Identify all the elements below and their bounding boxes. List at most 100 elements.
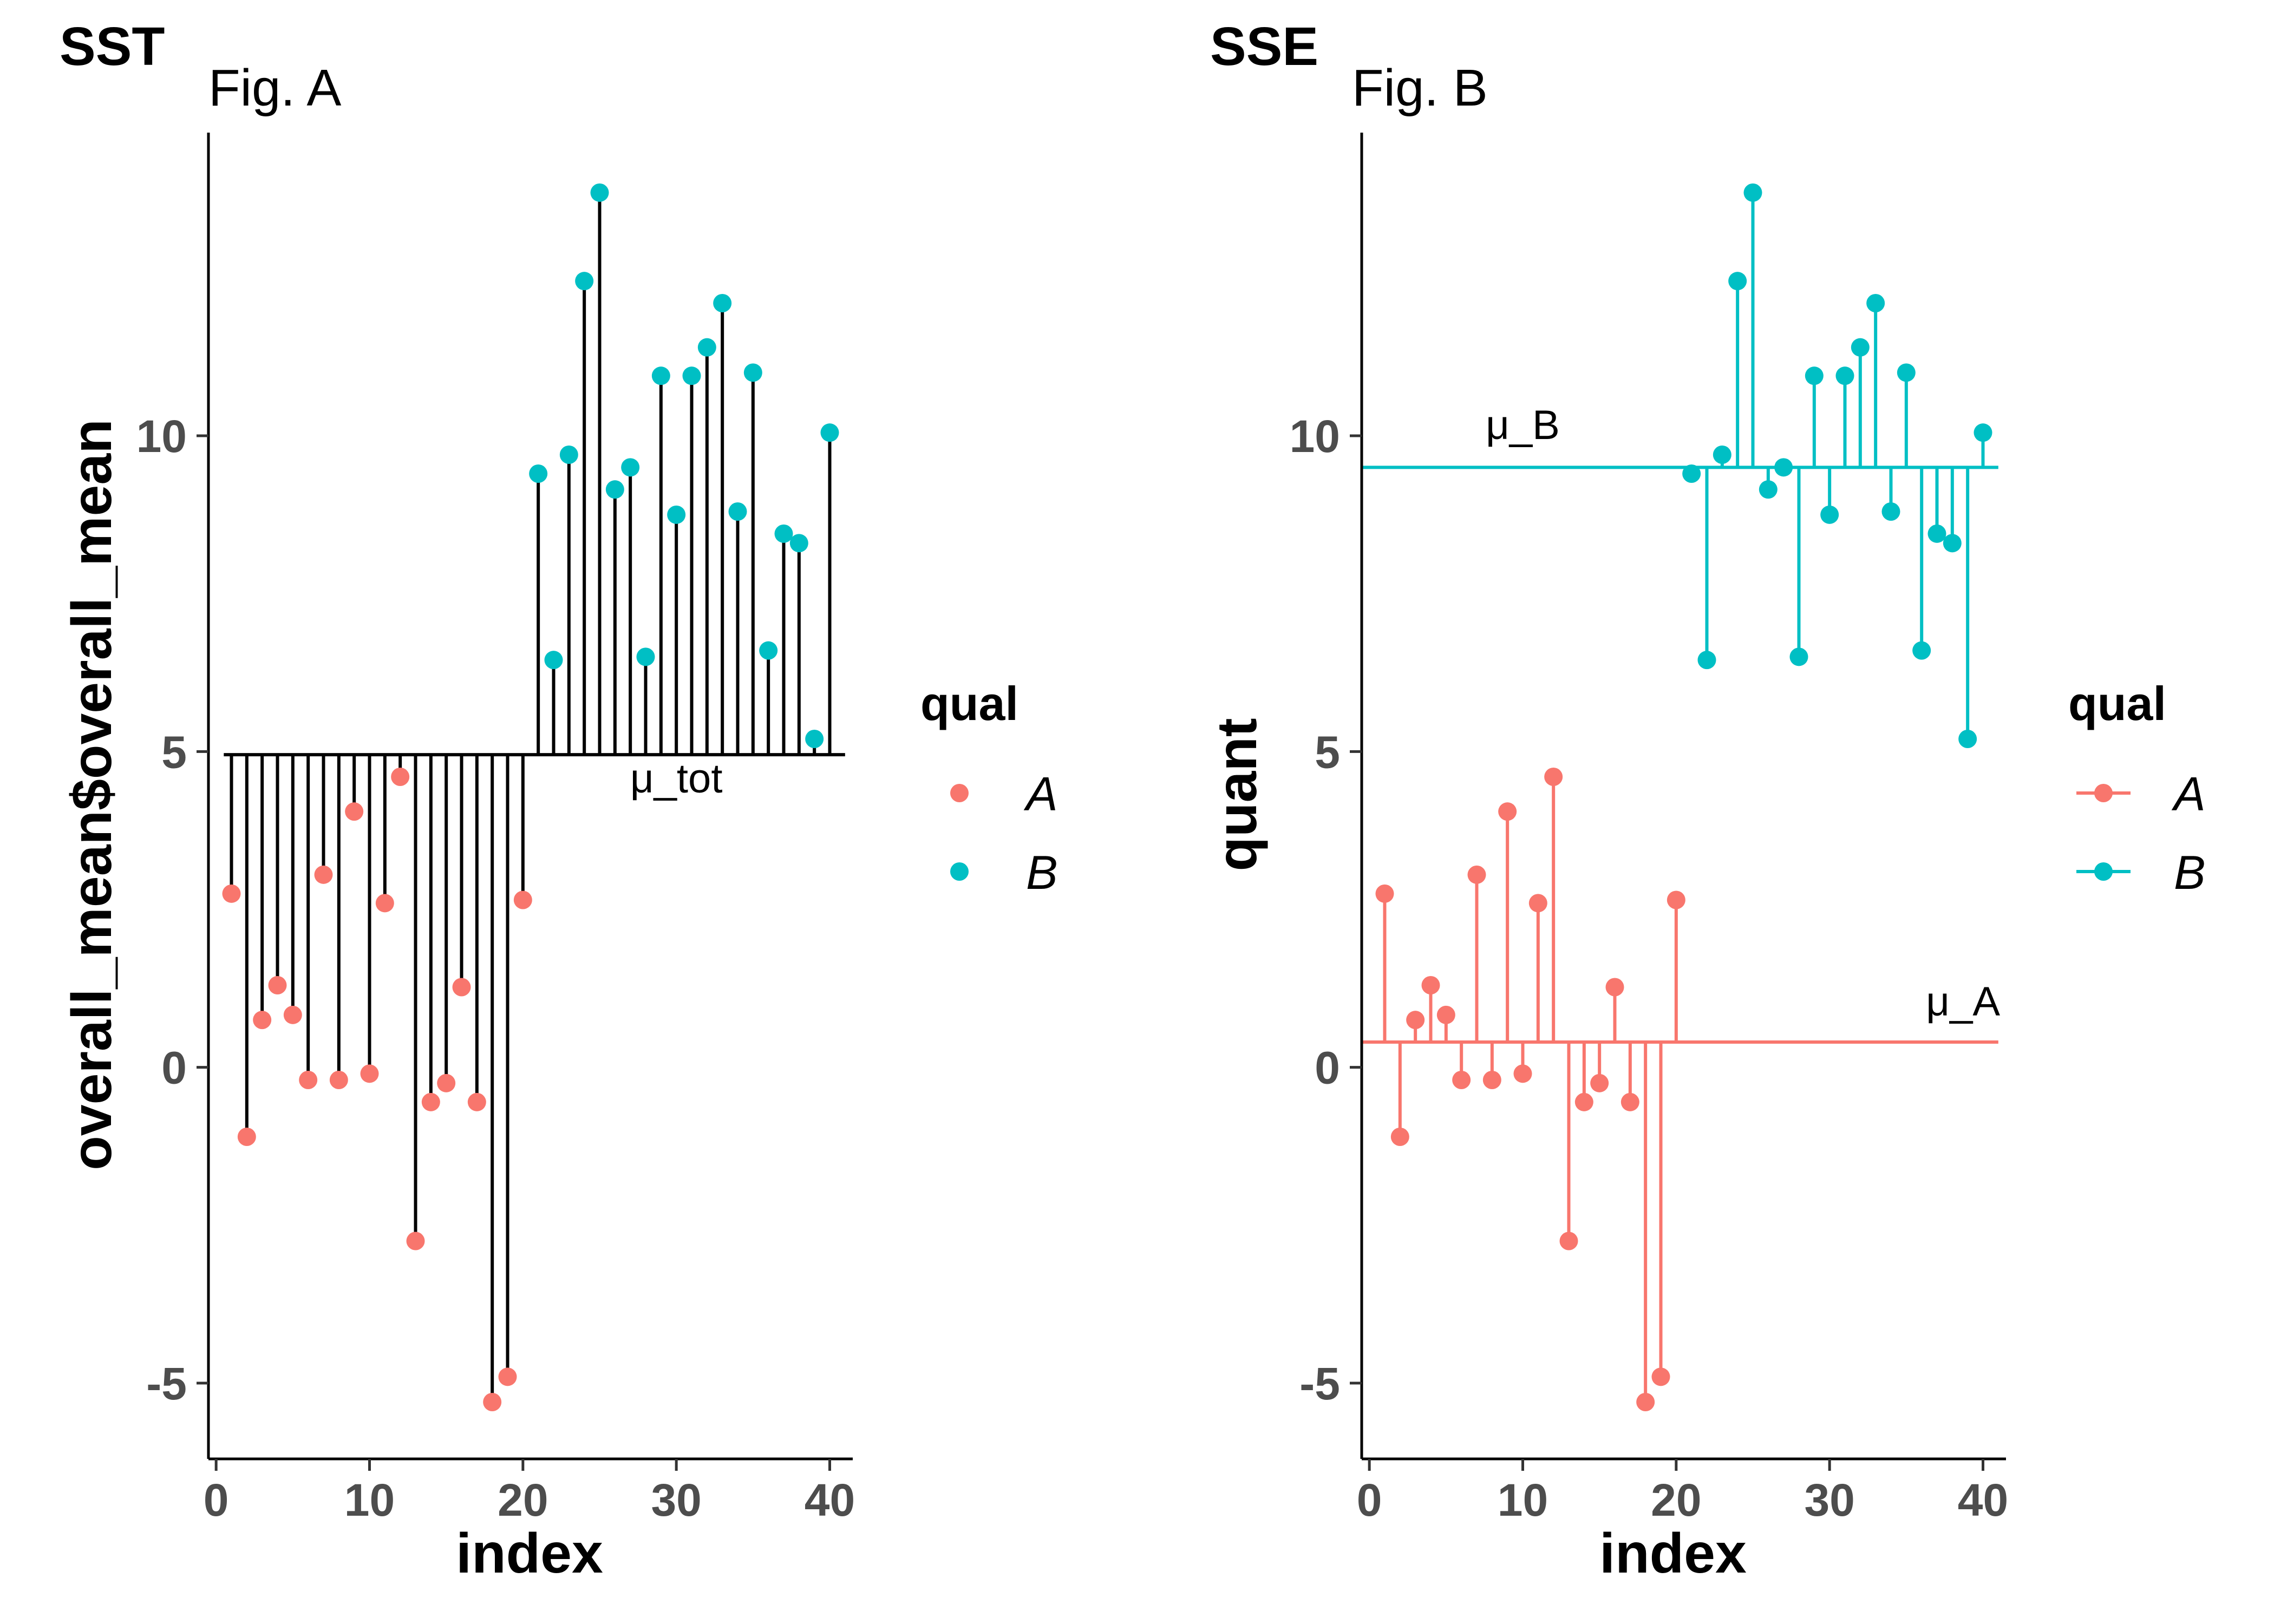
data-point-b — [636, 647, 655, 666]
reference-line-label: μ_A — [1926, 979, 2000, 1025]
data-point-b — [667, 505, 686, 524]
data-point-b — [575, 272, 594, 291]
data-point-b — [1682, 464, 1701, 483]
data-point-b — [1974, 423, 1992, 442]
y-tick-label: 10 — [136, 411, 187, 462]
x-axis-title: index — [456, 1522, 603, 1585]
plot-marks: μ_tot — [222, 183, 845, 1411]
data-point-a — [237, 1128, 256, 1146]
data-point-a — [483, 1393, 502, 1411]
data-point-b — [713, 294, 732, 312]
panel-tag: SST — [60, 16, 165, 77]
data-point-a — [1528, 894, 1547, 913]
data-point-b — [805, 730, 824, 748]
data-point-a — [314, 865, 333, 884]
legend-label-a: A — [2171, 767, 2206, 821]
data-point-b — [728, 502, 747, 521]
x-tick-label: 0 — [204, 1475, 229, 1525]
data-point-a — [406, 1232, 425, 1250]
x-tick-label: 10 — [1498, 1475, 1548, 1525]
legend-title: qual — [920, 677, 1018, 730]
data-point-b — [1881, 502, 1900, 521]
data-point-a — [360, 1064, 379, 1083]
data-point-b — [605, 480, 624, 499]
panel-tag: SSE — [1210, 16, 1318, 77]
y-tick-label: 0 — [161, 1043, 187, 1093]
x-tick-label: 30 — [651, 1475, 701, 1525]
x-tick-label: 40 — [1958, 1475, 2008, 1525]
data-point-a — [513, 890, 532, 909]
data-point-a — [1636, 1393, 1655, 1411]
data-point-a — [253, 1011, 272, 1030]
data-point-b — [1789, 647, 1808, 666]
panel-title: Fig. B — [1352, 59, 1488, 117]
data-point-b — [559, 446, 578, 464]
data-point-a — [1375, 884, 1394, 903]
data-point-a — [1590, 1073, 1609, 1092]
y-tick-label: 5 — [1315, 726, 1340, 777]
legend-label-b: B — [2174, 846, 2206, 899]
data-point-b — [1851, 338, 1870, 357]
data-point-a — [452, 978, 471, 997]
data-point-a — [1436, 1005, 1455, 1024]
y-tick-label: -5 — [146, 1358, 187, 1409]
data-point-b — [529, 464, 548, 483]
data-point-a — [1498, 802, 1517, 821]
data-point-b — [1912, 641, 1931, 660]
legend-key-point — [950, 862, 969, 881]
legend-keys: AB — [2076, 767, 2206, 899]
legend-title: qual — [2068, 677, 2166, 730]
data-point-a — [1651, 1367, 1670, 1386]
data-point-b — [1759, 480, 1778, 499]
panel-title: Fig. A — [208, 59, 341, 117]
data-point-b — [682, 366, 701, 385]
legend-keys: AB — [950, 767, 1058, 899]
data-point-a — [437, 1073, 456, 1092]
x-tick-label: 40 — [805, 1475, 855, 1525]
y-tick-label: 10 — [1290, 411, 1340, 462]
legend-key-point — [950, 784, 969, 802]
data-point-b — [820, 423, 839, 442]
data-point-b — [1728, 272, 1747, 291]
data-point-b — [759, 641, 778, 660]
y-tick-label: 0 — [1315, 1043, 1340, 1093]
data-point-a — [391, 768, 410, 786]
data-point-b — [774, 524, 793, 543]
data-point-a — [1421, 976, 1440, 994]
legend-label-b: B — [1026, 846, 1058, 899]
data-point-b — [544, 651, 563, 670]
data-point-b — [1927, 524, 1946, 543]
legend-key-point — [2094, 784, 2113, 802]
legend: qual AB — [920, 677, 1058, 899]
plot-marks: μ_A μ_B — [1362, 183, 2000, 1411]
data-point-b — [621, 458, 640, 477]
y-axis-title: quant — [1206, 718, 1269, 871]
data-point-b — [1835, 366, 1854, 385]
data-point-a — [1513, 1064, 1532, 1083]
x-tick-label: 20 — [1651, 1475, 1701, 1525]
data-point-b — [1958, 730, 1977, 748]
x-axis-ticks: 0 10 20 30 40 — [1357, 1459, 2008, 1525]
legend-key-point — [2094, 862, 2113, 881]
panel-sse: SSE Fig. B μ_A μ_B 0 10 20 30 40 -5 0 5 10 index… — [1206, 16, 2206, 1585]
data-point-b — [1897, 363, 1916, 382]
data-point-a — [467, 1092, 486, 1111]
x-axis-title: index — [1599, 1522, 1747, 1585]
data-point-a — [283, 1005, 302, 1024]
data-point-b — [1820, 505, 1839, 524]
data-point-b — [651, 366, 670, 385]
data-point-b — [1805, 366, 1824, 385]
x-tick-label: 10 — [344, 1475, 395, 1525]
y-tick-label: 5 — [161, 726, 187, 777]
data-point-a — [1667, 890, 1685, 909]
data-point-a — [498, 1367, 517, 1386]
data-point-b — [697, 338, 716, 357]
data-point-b — [590, 183, 609, 202]
data-point-a — [268, 976, 287, 994]
legend: qual AB — [2068, 677, 2206, 899]
data-point-a — [375, 894, 394, 913]
data-point-a — [345, 802, 364, 821]
data-point-a — [1452, 1071, 1471, 1089]
